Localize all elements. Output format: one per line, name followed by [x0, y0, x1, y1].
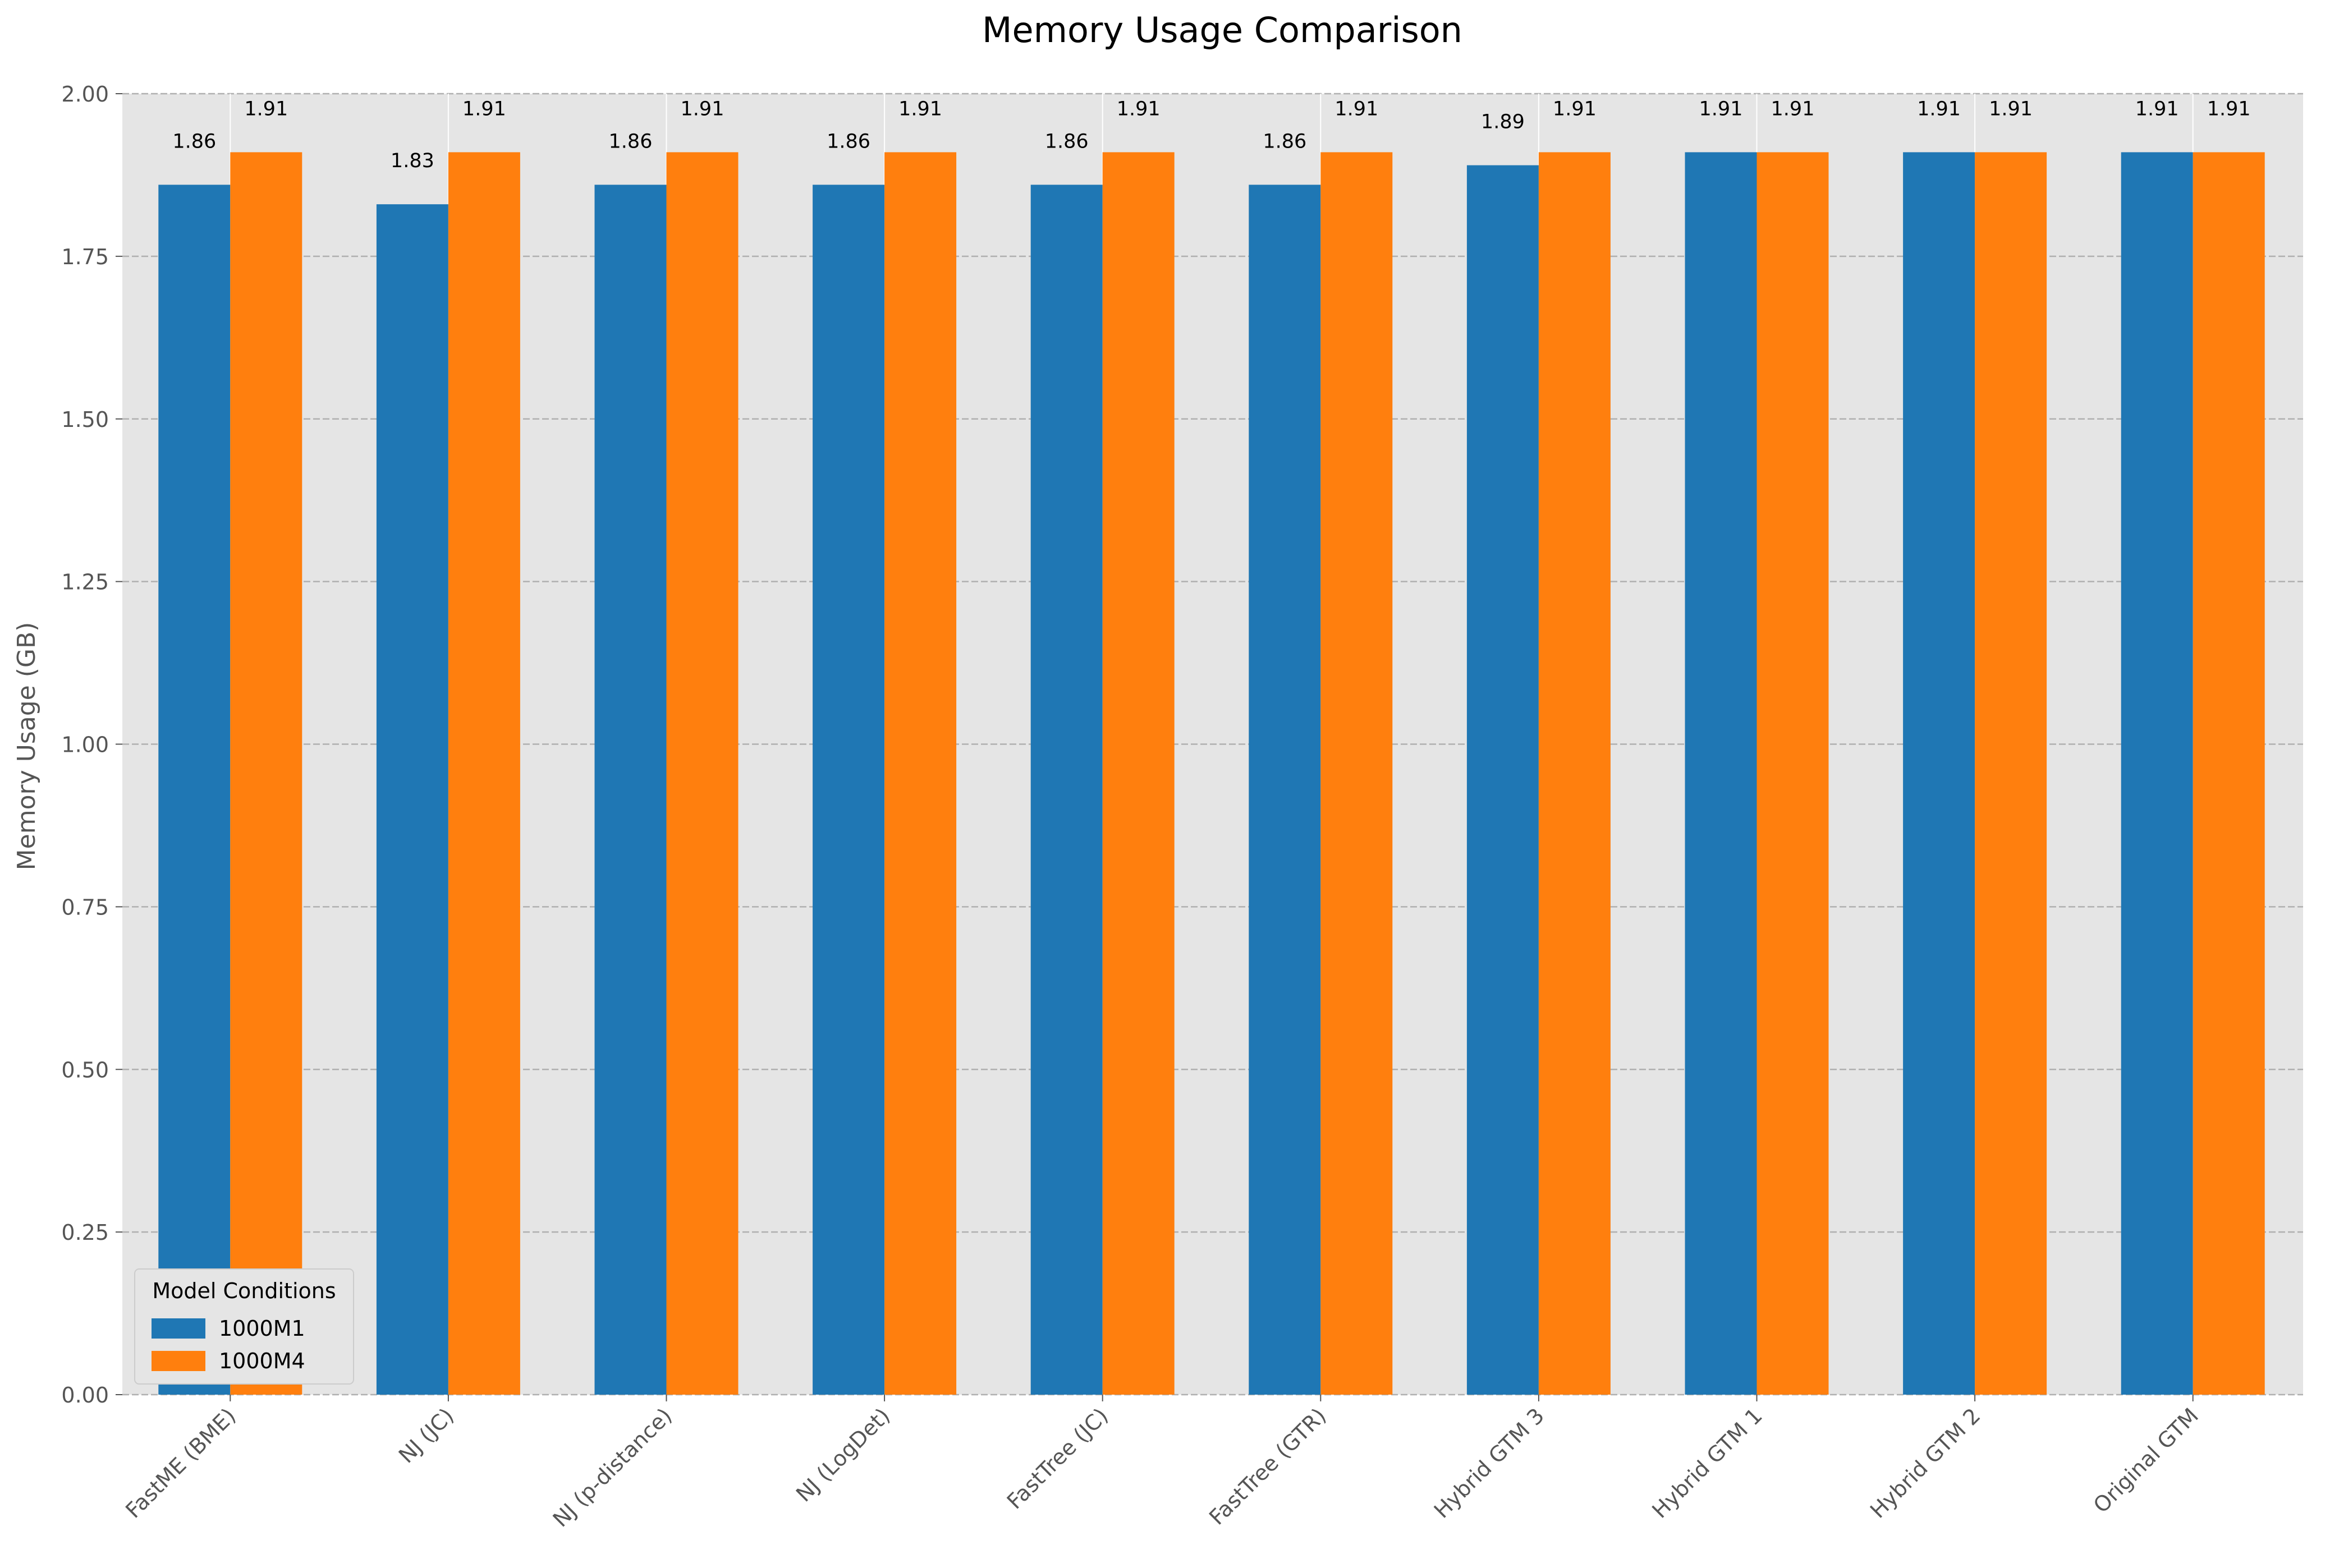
y-tick-label: 0.75	[61, 895, 109, 919]
legend-entry: 1000M1	[219, 1316, 305, 1341]
bar-1000m1	[1249, 185, 1321, 1395]
y-tick-label: 0.00	[61, 1383, 109, 1408]
legend-swatch-1000m1	[152, 1318, 205, 1339]
bar-1000m1	[1466, 165, 1539, 1395]
chart-title: Memory Usage Comparison	[982, 10, 1462, 50]
data-label: 1.86	[1045, 130, 1089, 153]
data-label: 1.91	[1334, 98, 1378, 120]
data-label: 1.91	[898, 98, 942, 120]
data-label: 1.91	[2207, 98, 2251, 120]
bar-1000m4	[2193, 152, 2265, 1395]
bar-1000m4	[1320, 152, 1393, 1395]
bar-1000m4	[666, 152, 739, 1395]
bar-1000m4	[448, 152, 520, 1395]
data-label: 1.91	[462, 98, 506, 120]
data-label: 1.89	[1481, 111, 1525, 134]
y-tick-label: 1.75	[61, 245, 109, 269]
y-tick-label: 1.50	[61, 407, 109, 432]
data-label: 1.91	[2135, 98, 2179, 120]
data-label: 1.91	[244, 98, 288, 120]
data-label: 1.86	[172, 130, 216, 153]
y-tick-label: 2.00	[61, 82, 109, 107]
y-tick-label: 1.25	[61, 570, 109, 595]
data-label: 1.86	[609, 130, 653, 153]
bar-1000m1	[158, 185, 231, 1395]
bar-1000m4	[230, 152, 302, 1395]
legend: Model Conditions 1000M1 1000M4	[134, 1268, 354, 1385]
y-axis-label: Memory Usage (GB)	[12, 622, 41, 871]
data-label: 1.83	[391, 150, 434, 172]
y-tick-label: 1.00	[61, 733, 109, 757]
bar-1000m1	[2121, 152, 2193, 1395]
data-label: 1.91	[1117, 98, 1161, 120]
bar-1000m1	[376, 204, 448, 1395]
y-tick-label: 0.25	[61, 1220, 109, 1245]
plot-area: 0.00 0.25 0.50 0.75 1.00 1.25 1.50 1.75 2.00 1.86…	[61, 82, 2303, 1532]
bar-1000m4	[884, 152, 957, 1395]
y-tick-label: 0.50	[61, 1057, 109, 1082]
data-label: 1.91	[1699, 98, 1743, 120]
bar-1000m1	[594, 185, 667, 1395]
data-label: 1.91	[681, 98, 724, 120]
bar-1000m1	[813, 185, 885, 1395]
legend-entry: 1000M4	[219, 1349, 305, 1373]
bar-1000m1	[1903, 152, 1975, 1395]
legend-title: Model Conditions	[152, 1279, 336, 1303]
legend-swatch-1000m4	[152, 1351, 205, 1371]
data-label: 1.91	[1989, 98, 2033, 120]
data-label: 1.86	[1263, 130, 1306, 153]
data-label: 1.91	[1553, 98, 1597, 120]
bar-1000m4	[1538, 152, 1611, 1395]
data-label: 1.91	[1771, 98, 1815, 120]
bar-1000m4	[1975, 152, 2047, 1395]
bar-1000m4	[1102, 152, 1175, 1395]
bar-1000m1	[1030, 185, 1103, 1395]
data-label: 1.86	[827, 130, 870, 153]
bar-1000m1	[1685, 152, 1757, 1395]
data-label: 1.91	[1917, 98, 1961, 120]
bar-1000m4	[1756, 152, 1829, 1395]
